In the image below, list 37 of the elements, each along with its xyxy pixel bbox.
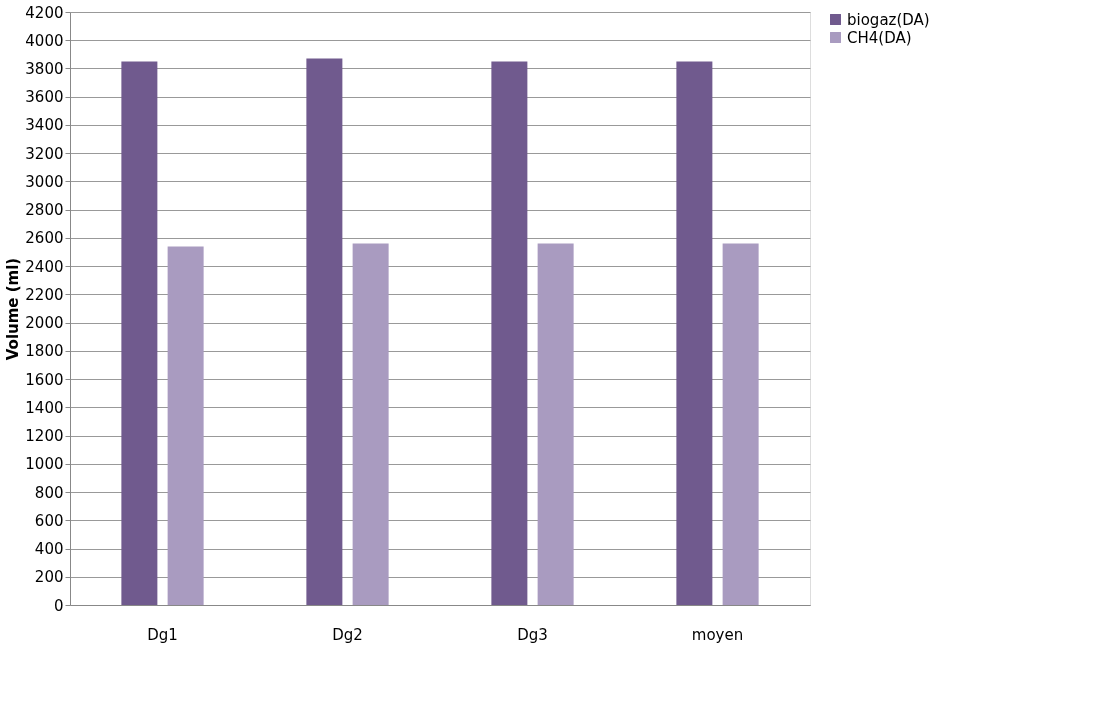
y-tick-label: 3000	[25, 172, 64, 191]
legend-label: biogaz(DA)	[847, 10, 930, 29]
x-tick-label: Dg1	[147, 625, 178, 644]
bar	[491, 61, 528, 605]
y-tick-label: 1400	[25, 398, 64, 417]
y-tick-label: 3600	[25, 88, 64, 107]
y-tick-label: 4000	[25, 31, 64, 50]
bar	[167, 246, 204, 605]
legend-label: CH4(DA)	[847, 28, 912, 47]
y-tick-label: 1000	[25, 455, 64, 474]
bar	[722, 243, 759, 605]
y-tick-label: 0	[53, 596, 64, 615]
x-tick-label: moyen	[691, 625, 744, 644]
y-tick-label: 2200	[25, 285, 64, 304]
bar	[676, 61, 713, 605]
bar	[352, 243, 389, 605]
bar	[306, 58, 343, 605]
y-tick-label: 2400	[25, 257, 64, 276]
y-tick-label: 600	[34, 511, 64, 530]
y-tick-label: 3200	[25, 144, 64, 163]
y-tick-label: 4200	[25, 3, 64, 22]
y-tick-label: 800	[34, 483, 64, 502]
y-axis-title: Volume (ml)	[4, 257, 23, 361]
y-tick-label: 2800	[25, 201, 64, 220]
y-tick-label: 1800	[25, 342, 64, 361]
x-tick-label: Dg2	[332, 625, 363, 644]
bar	[537, 243, 574, 605]
y-tick-label: 1200	[25, 427, 64, 446]
y-tick-label: 400	[34, 540, 64, 559]
y-tick-label: 2600	[25, 229, 64, 248]
x-tick-label: Dg3	[517, 625, 548, 644]
y-tick-label: 200	[34, 568, 64, 587]
y-tick-label: 2000	[25, 314, 64, 333]
y-tick-label: 3400	[25, 116, 64, 135]
y-tick-label: 3800	[25, 59, 64, 78]
bar	[121, 61, 158, 605]
y-tick-label: 1600	[25, 370, 64, 389]
